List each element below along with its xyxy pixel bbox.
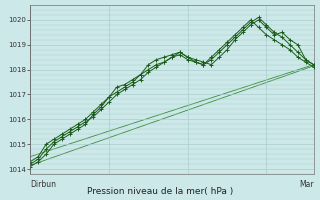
Text: Dirbun: Dirbun (30, 180, 56, 189)
Text: Mar: Mar (299, 180, 314, 189)
Text: Pression niveau de la mer( hPa ): Pression niveau de la mer( hPa ) (87, 187, 233, 196)
